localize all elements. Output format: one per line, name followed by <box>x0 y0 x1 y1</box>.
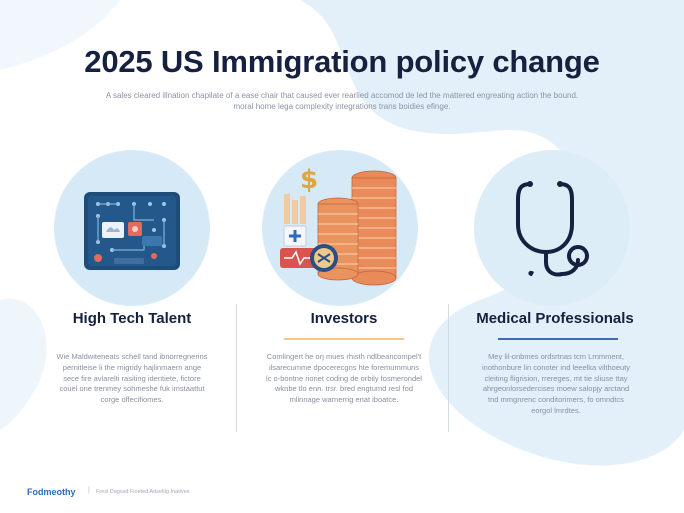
footer-separator: | <box>88 487 90 494</box>
investors-underline <box>284 338 404 340</box>
subtitle-line-2: moral home lega complexity integrations … <box>233 102 451 111</box>
high-tech-talent-description: Wie Maldwiteneats schell tand ibnorregne… <box>56 352 208 405</box>
investors-description: Comlingert he orj mues rhisth ndlbeancom… <box>266 352 422 405</box>
medical-professionals-description: Mey lil-onbmes ordsrtnas tcm Lrnmment, i… <box>481 352 630 415</box>
investors-title: Investors <box>310 310 378 327</box>
high-tech-talent-title: High Tech Talent <box>72 310 192 327</box>
high-tech-talent-illustration <box>54 150 210 306</box>
investors-illustration: $ <box>262 150 418 306</box>
footer-note: Fresl Dagssd Fioeted Adseltig Inatives <box>96 489 190 495</box>
svg-text:$: $ <box>300 165 318 195</box>
stethoscope-icon <box>516 181 589 277</box>
subtitle-line-1: A sales cleared illnation chapilate of a… <box>105 91 579 100</box>
medical-professionals-title: Medical Professionals <box>476 310 634 327</box>
circuit-board-icon <box>84 192 180 270</box>
medical-professionals-underline <box>498 338 618 340</box>
medical-professionals-illustration <box>474 150 630 306</box>
column-divider <box>448 304 449 432</box>
column-divider <box>236 304 237 432</box>
footer-brand-logo: Fodmeothy <box>27 487 76 497</box>
page-title: 2025 US Immigration policy change <box>84 44 600 79</box>
coin-stacks-icon: $ <box>280 165 397 286</box>
page-subtitle: A sales cleared illnation chapilate of a… <box>92 90 592 112</box>
